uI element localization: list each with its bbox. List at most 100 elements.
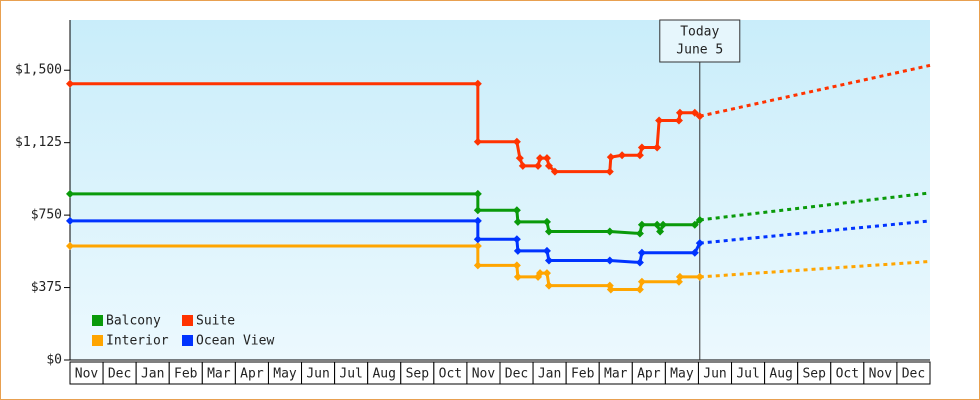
- point: [544, 227, 553, 236]
- x-tick-label: Jul: [736, 367, 759, 382]
- point: [518, 161, 527, 170]
- y-tick-label: $1,500: [15, 63, 62, 78]
- point: [695, 239, 704, 248]
- x-tick-label: Aug: [372, 367, 395, 382]
- point: [690, 108, 699, 117]
- x-tick-label: Dec: [902, 367, 925, 382]
- point: [637, 220, 646, 229]
- x-tick-label: Apr: [240, 367, 264, 382]
- x-tick-label: Jun: [306, 367, 329, 382]
- x-tick-label: Jul: [339, 367, 362, 382]
- x-tick-label: Aug: [769, 367, 792, 382]
- point: [606, 153, 615, 162]
- point: [690, 220, 699, 229]
- point: [66, 216, 74, 225]
- x-tick-label: Oct: [439, 367, 462, 382]
- point: [473, 216, 482, 225]
- point: [473, 137, 482, 146]
- y-tick-label: $750: [31, 208, 62, 223]
- point: [637, 277, 646, 286]
- point: [473, 206, 482, 215]
- point: [513, 217, 522, 226]
- point: [606, 285, 615, 294]
- point: [550, 167, 559, 176]
- point: [637, 143, 646, 152]
- point: [635, 258, 644, 267]
- legend-label: Interior: [106, 334, 169, 349]
- point: [536, 269, 545, 278]
- point: [536, 154, 545, 163]
- point: [473, 189, 482, 198]
- point: [66, 189, 74, 198]
- x-tick-label: Dec: [505, 367, 528, 382]
- point: [635, 151, 644, 160]
- point: [635, 229, 644, 238]
- point: [637, 248, 646, 257]
- forecast-line: [699, 191, 931, 222]
- x-tick-label: Jun: [703, 367, 726, 382]
- x-tick-label: Oct: [836, 367, 859, 382]
- point: [653, 220, 662, 229]
- point: [513, 246, 522, 255]
- point: [695, 112, 704, 121]
- x-tick-label: May: [273, 367, 297, 382]
- point: [618, 151, 627, 160]
- point: [542, 269, 551, 278]
- point: [66, 242, 74, 251]
- point: [512, 137, 521, 146]
- point: [542, 217, 551, 226]
- point: [473, 235, 482, 244]
- point: [655, 116, 664, 125]
- point: [544, 161, 553, 170]
- x-tick-label: Jan: [538, 367, 561, 382]
- series-line: [70, 82, 701, 174]
- point: [653, 143, 662, 152]
- forecast-line: [699, 259, 931, 279]
- x-tick-label: Apr: [637, 367, 661, 382]
- point: [473, 261, 482, 270]
- point: [659, 220, 668, 229]
- point: [675, 108, 684, 117]
- point: [656, 227, 665, 236]
- x-tick-label: Mar: [207, 367, 231, 382]
- legend-swatch: [182, 335, 193, 346]
- point: [512, 235, 521, 244]
- point: [605, 256, 614, 265]
- y-tick-label: $1,125: [15, 135, 62, 150]
- point: [512, 206, 521, 215]
- point: [66, 79, 74, 88]
- x-tick-label: Nov: [75, 367, 99, 382]
- point: [473, 242, 482, 251]
- legend-swatch: [92, 315, 103, 326]
- point: [605, 227, 614, 236]
- legend-label: Suite: [196, 314, 235, 329]
- today-label: June 5: [676, 43, 723, 58]
- point: [542, 154, 551, 163]
- point: [512, 261, 521, 270]
- point: [635, 285, 644, 294]
- x-tick-label: Feb: [571, 367, 595, 382]
- x-tick-label: Dec: [108, 367, 131, 382]
- x-tick-label: Jan: [141, 367, 164, 382]
- point: [695, 215, 704, 224]
- x-tick-label: Feb: [174, 367, 198, 382]
- y-tick-label: $0: [46, 353, 62, 368]
- legend-label: Balcony: [106, 314, 161, 329]
- x-tick-label: Nov: [869, 367, 893, 382]
- plot-area: [70, 20, 930, 360]
- x-tick-label: May: [670, 367, 694, 382]
- legend-label: Ocean View: [196, 334, 274, 349]
- x-tick-label: Sep: [406, 367, 430, 382]
- y-tick-label: $375: [31, 280, 62, 295]
- point: [675, 272, 684, 281]
- month-cell: [896, 361, 931, 385]
- series-line: [70, 244, 700, 291]
- point: [513, 272, 522, 281]
- point: [544, 256, 553, 265]
- today-box: [659, 19, 741, 63]
- x-tick-label: Nov: [472, 367, 496, 382]
- legend-swatch: [92, 335, 103, 346]
- x-tick-label: Sep: [802, 367, 826, 382]
- point: [695, 272, 704, 281]
